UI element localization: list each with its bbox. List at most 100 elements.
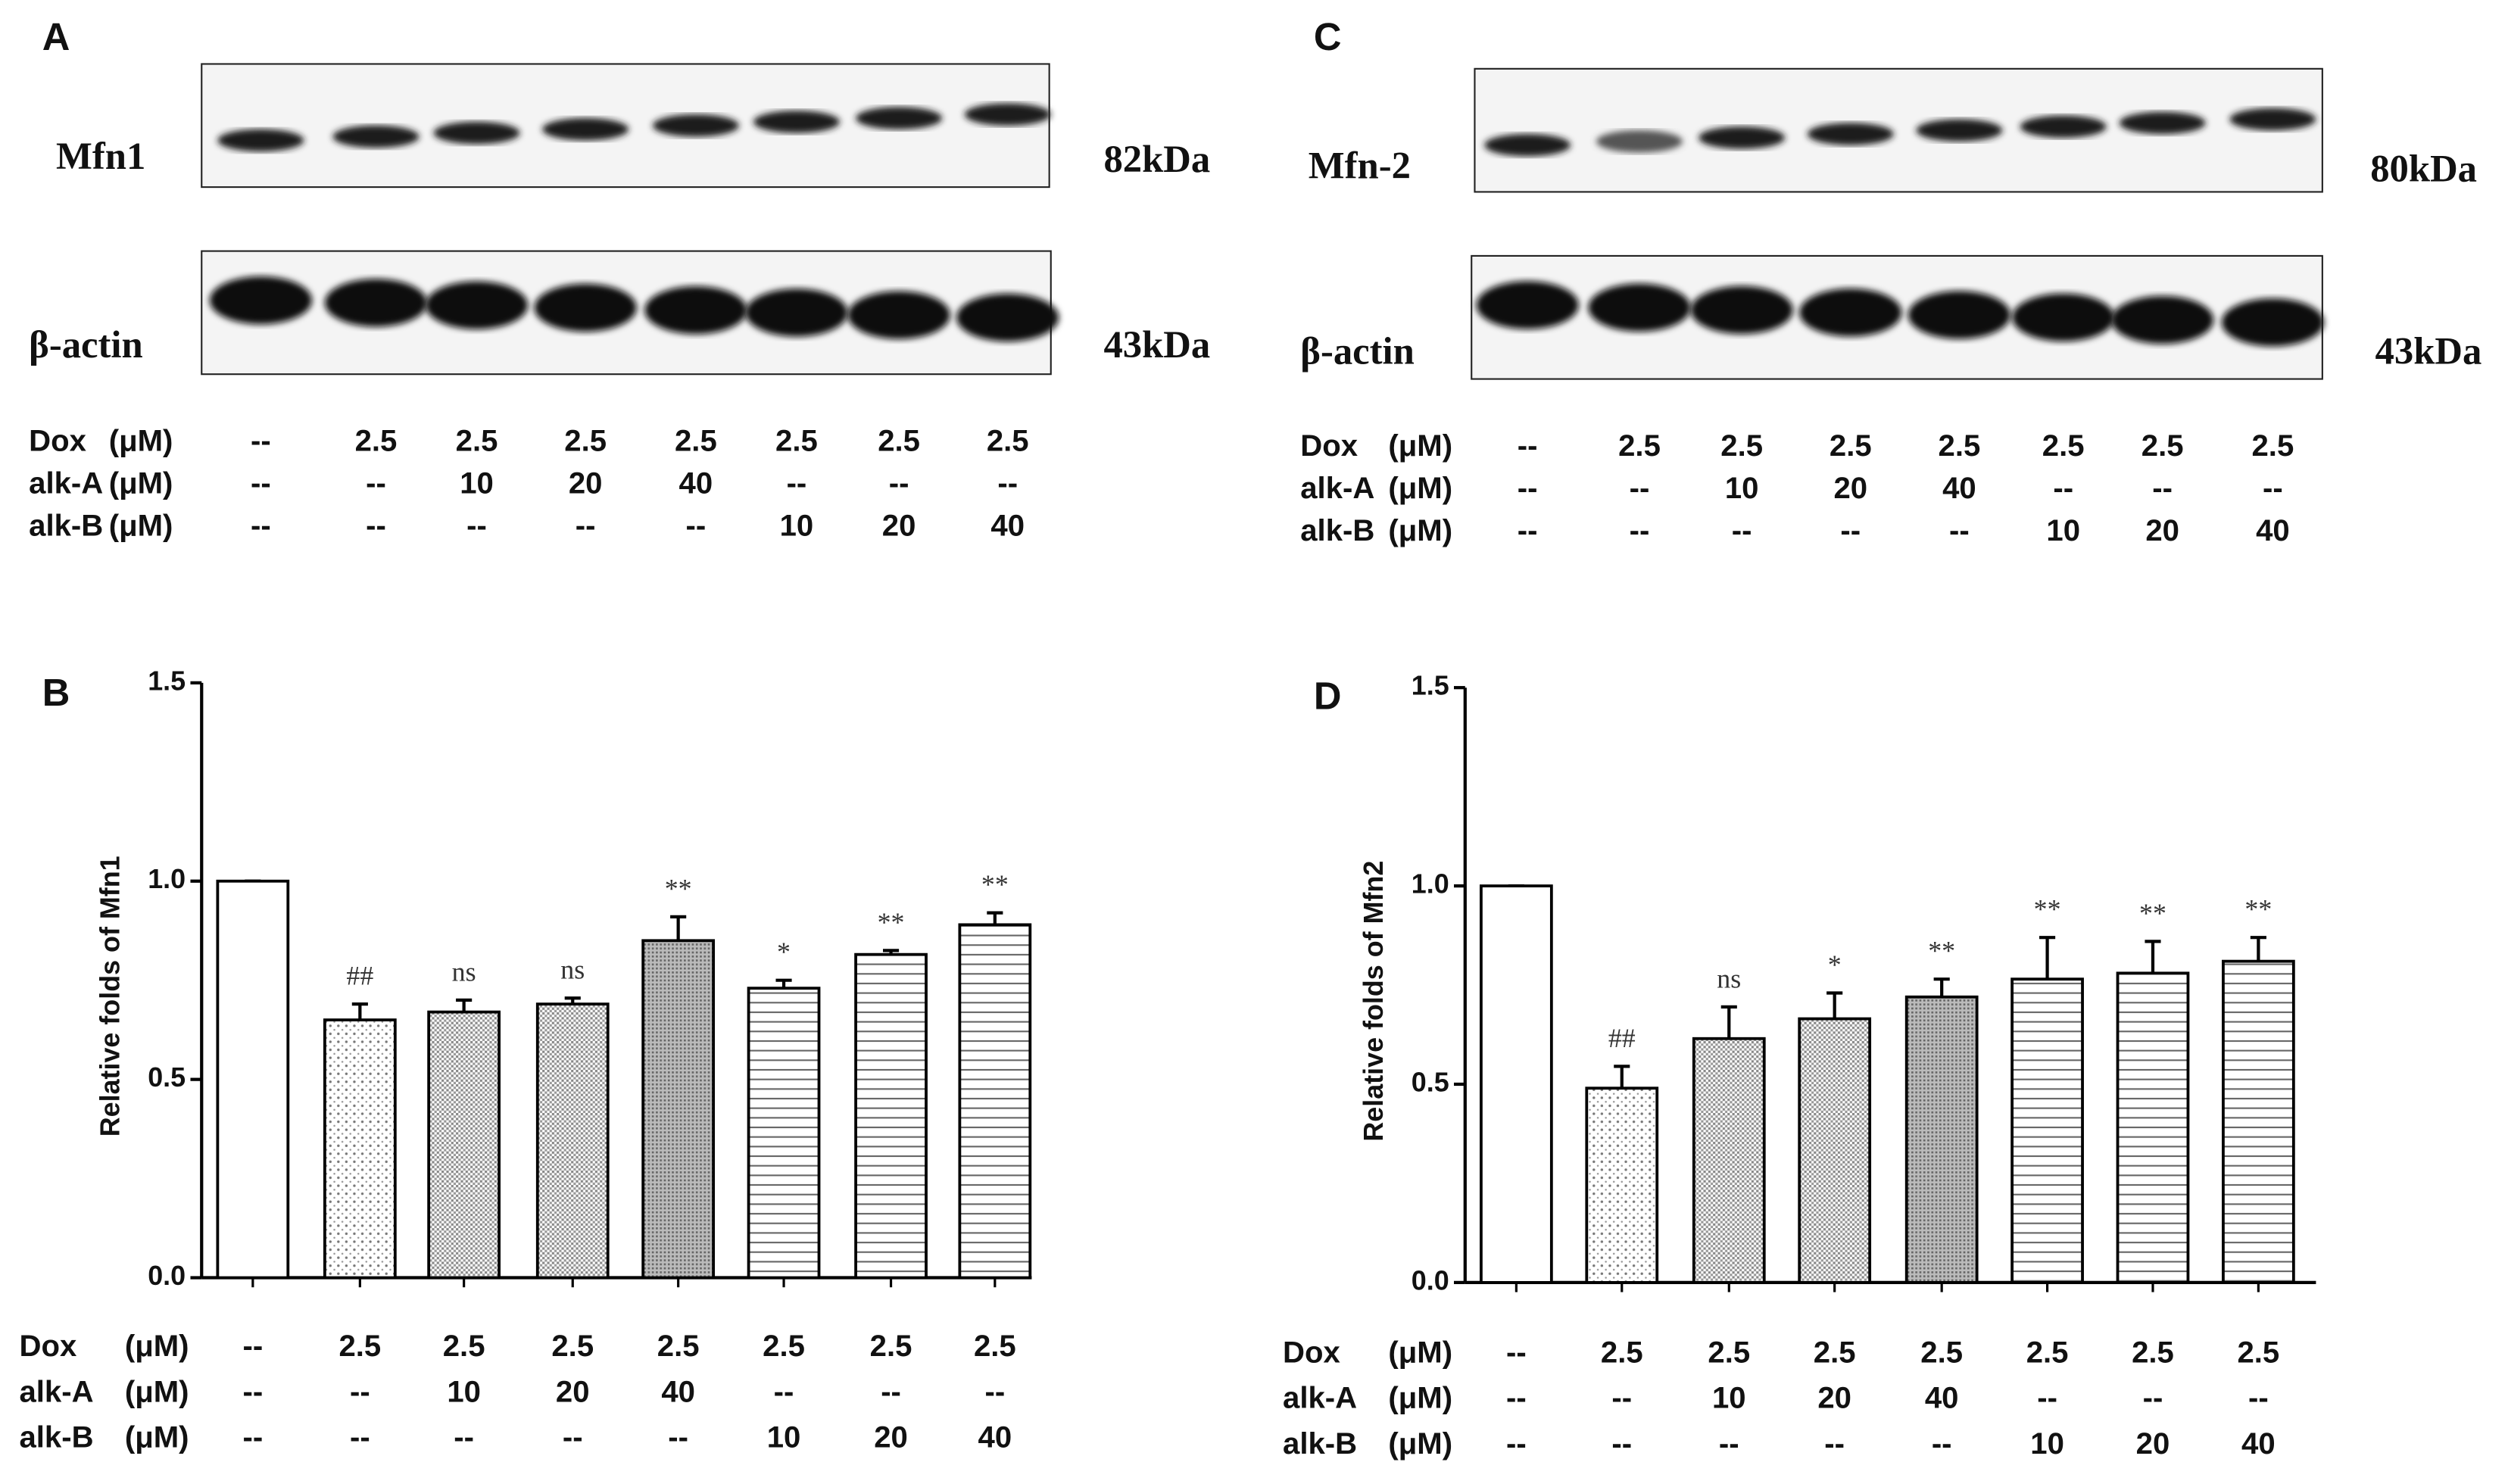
treatment-level: 2.5	[2252, 429, 2294, 463]
treatment-level: 20	[2136, 1426, 2170, 1461]
panel-label: A	[42, 15, 70, 58]
band-size: 43kDa	[2375, 330, 2482, 373]
treatment-level: 40	[2256, 513, 2290, 547]
treatment-unit: (μM)	[1388, 471, 1452, 505]
treatment-level: --	[242, 1420, 263, 1454]
treatment-level: --	[997, 466, 1018, 500]
treatment-name: Dox	[29, 424, 86, 458]
treatment-level: --	[1630, 471, 1650, 505]
treatment-level: --	[1518, 513, 1538, 547]
blot-band	[652, 114, 739, 137]
blot-band	[324, 279, 428, 327]
bar	[2116, 971, 2190, 1284]
treatment-level: 2.5	[1920, 1336, 1963, 1370]
band-size: 80kDa	[2370, 148, 2477, 190]
treatment-level: --	[251, 424, 271, 458]
treatment-level: 2.5	[443, 1329, 485, 1363]
treatment-level: 2.5	[2132, 1336, 2174, 1370]
treatment-level: 2.5	[1830, 429, 1872, 463]
treatment-level: 2.5	[2141, 429, 2184, 463]
treatment-level: 20	[1817, 1381, 1851, 1415]
bar	[1798, 1017, 1872, 1284]
treatment-unit: (μM)	[125, 1374, 189, 1408]
blot-band	[1699, 126, 1786, 149]
bar	[958, 923, 1032, 1280]
treatment-level: --	[881, 1374, 901, 1408]
bar	[2010, 977, 2084, 1284]
treatment-level: --	[2152, 471, 2173, 505]
treatment-level: --	[1611, 1426, 1632, 1461]
treatment-level: 2.5	[355, 424, 398, 458]
band-size: 82kDa	[1103, 138, 1210, 180]
treatment-name: Dox	[1283, 1336, 1340, 1370]
y-axis-label: Relative folds of Mfn1	[95, 856, 125, 1136]
significance-label: **	[2139, 898, 2166, 928]
blot-band	[2221, 298, 2324, 347]
treatment-level: 10	[2046, 513, 2080, 547]
treatment-level: 2.5	[878, 424, 920, 458]
treatment-level: 20	[874, 1420, 908, 1454]
blot-band	[1588, 283, 1691, 332]
treatment-level: 10	[447, 1374, 481, 1408]
bar	[854, 952, 928, 1280]
panel-label: D	[1314, 674, 1342, 717]
blot-band	[534, 283, 637, 332]
band-name: β-actin	[1300, 330, 1415, 373]
treatment-level: 2.5	[2026, 1336, 2069, 1370]
treatment-level: 2.5	[987, 424, 1029, 458]
band-name: Mfn1	[56, 135, 145, 177]
band-size: 43kDa	[1103, 323, 1210, 366]
treatment-level: 2.5	[564, 424, 607, 458]
bar	[535, 1002, 610, 1280]
treatment-level: --	[686, 509, 707, 543]
treatment-level: 2.5	[551, 1329, 594, 1363]
treatment-level: --	[1840, 513, 1861, 547]
treatment-level: --	[1518, 429, 1538, 463]
treatment-name: alk-B	[1300, 513, 1374, 547]
bar	[1692, 1037, 1766, 1284]
band-name: Mfn-2	[1309, 145, 1411, 187]
treatment-level: --	[889, 466, 909, 500]
treatment-unit: (μM)	[109, 509, 173, 543]
bar	[427, 1010, 501, 1280]
blot-band	[209, 276, 312, 325]
blot-band	[433, 121, 520, 145]
treatment-unit: (μM)	[1388, 1336, 1452, 1370]
treatment-level: --	[1932, 1426, 1952, 1461]
blot-band	[964, 103, 1051, 126]
blot-band	[542, 117, 629, 141]
treatment-level: 10	[1725, 471, 1759, 505]
bar	[1585, 1086, 1659, 1284]
blot-band	[1807, 123, 1894, 145]
treatment-level: --	[668, 1420, 688, 1454]
treatment-level: --	[466, 509, 487, 543]
blot-band	[332, 125, 420, 148]
treatment-unit: (μM)	[125, 1329, 189, 1363]
blot-band	[1596, 129, 1683, 153]
bar	[747, 987, 821, 1280]
blot-band	[856, 107, 943, 129]
treatment-level: --	[1506, 1336, 1527, 1370]
treatment-name: alk-A	[29, 466, 103, 500]
blot-band	[753, 111, 840, 133]
y-tick-label: 1.0	[148, 864, 186, 894]
y-tick-label: 0.0	[148, 1261, 186, 1291]
treatment-unit: (μM)	[125, 1420, 189, 1454]
treatment-level: --	[366, 466, 386, 500]
treatment-level: 2.5	[456, 424, 498, 458]
blot-band	[745, 288, 848, 337]
significance-label: **	[981, 869, 1009, 899]
bar	[1480, 884, 1553, 1284]
treatment-level: --	[2143, 1381, 2163, 1415]
significance-label: ns	[1717, 963, 1741, 993]
blot-band	[425, 281, 529, 329]
y-tick-label: 1.0	[1412, 869, 1449, 899]
blot-band	[1690, 285, 1793, 335]
treatment-level: 20	[569, 466, 603, 500]
blot-band	[1476, 281, 1579, 329]
treatment-unit: (μM)	[1388, 513, 1452, 547]
blot-band	[644, 285, 747, 335]
significance-label: **	[1928, 936, 1955, 966]
treatment-unit: (μM)	[109, 424, 173, 458]
